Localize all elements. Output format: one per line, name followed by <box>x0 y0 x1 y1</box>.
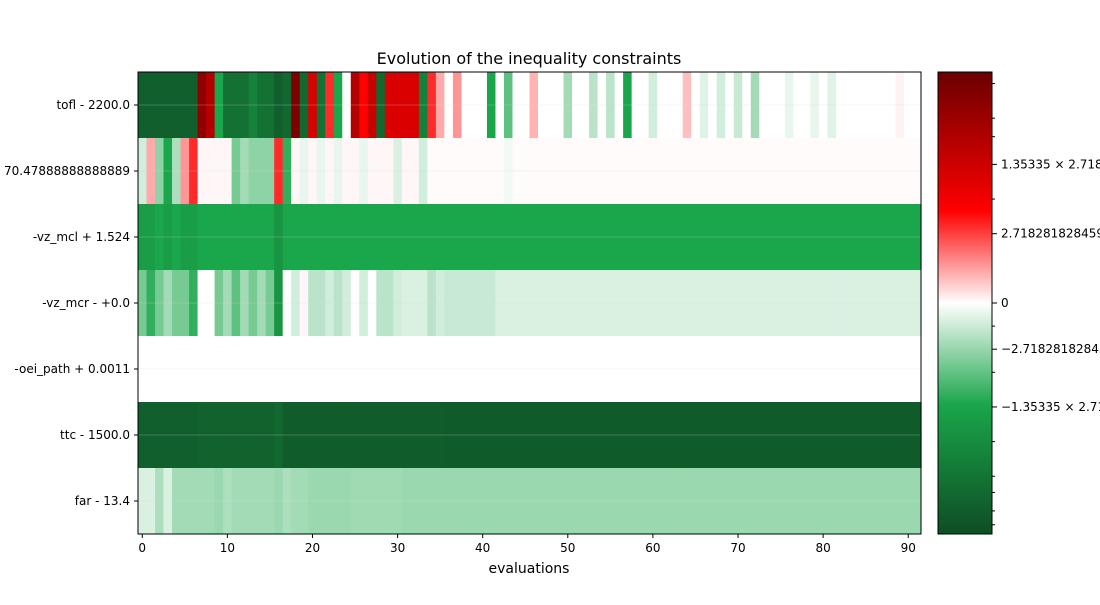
colorbar-tick-label: −1.35335 × 2.718281828459 <box>1001 400 1100 414</box>
colorbar-tick-label: 2.718281828459045 <box>1001 227 1100 241</box>
heatmap-grid <box>138 104 921 502</box>
colorbar <box>937 71 993 535</box>
y-tick-label: ttc - 1500.0 <box>60 428 130 442</box>
x-tick-label: 80 <box>815 541 830 555</box>
y-axis: tofl - 2200.0 70.47888888888889 -vz_mcl + … <box>4 98 138 508</box>
y-tick-label: 70.47888888888889 <box>4 164 130 178</box>
chart-title: Evolution of the inequality constraints <box>377 49 682 68</box>
colorbar-tick-label: −2.718281828459045 <box>1001 342 1100 356</box>
colorbar-ticks: 1.35335 × 2.7182818284590 2.7182818284590… <box>992 83 1100 526</box>
y-tick-label: far - 13.4 <box>75 494 130 508</box>
y-tick-label: -vz_mcl + 1.524 <box>33 230 130 244</box>
colorbar-tick-label: 0 <box>1001 296 1009 310</box>
x-tick-label: 60 <box>645 541 660 555</box>
y-tick-label: -oei_path + 0.0011 <box>14 362 130 376</box>
x-tick-label: 70 <box>730 541 745 555</box>
x-tick-label: 20 <box>305 541 320 555</box>
y-tick-label: tofl - 2200.0 <box>56 98 130 112</box>
y-tick-label: -vz_mcr - +0.0 <box>42 296 130 310</box>
x-tick-label: 10 <box>220 541 235 555</box>
x-tick-label: 0 <box>138 541 146 555</box>
colorbar-tick-label: 1.35335 × 2.7182818284590 <box>1001 157 1100 171</box>
x-tick-label: 40 <box>475 541 490 555</box>
x-tick-label: 30 <box>390 541 405 555</box>
x-axis: 0 10 20 30 40 50 60 70 80 90 <box>138 534 916 555</box>
x-tick-label: 50 <box>560 541 575 555</box>
x-axis-label: evaluations <box>489 561 570 577</box>
x-tick-label: 90 <box>901 541 916 555</box>
